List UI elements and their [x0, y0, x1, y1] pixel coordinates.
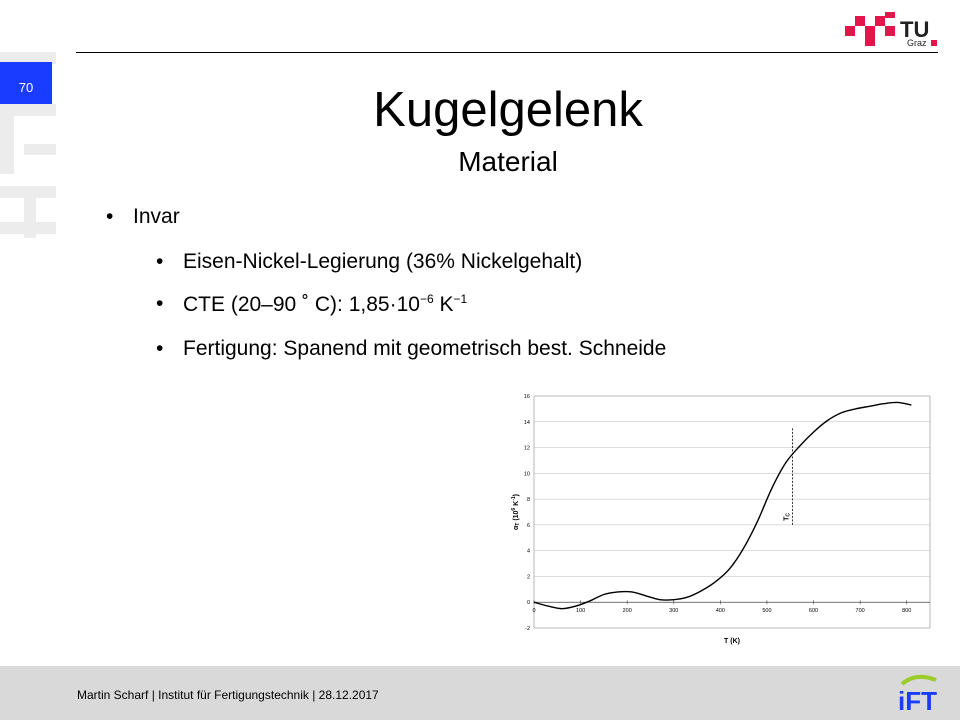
bullet-invar: • Invar: [106, 205, 180, 229]
ift-watermark: [0, 52, 56, 238]
bullet-text: Invar: [133, 205, 180, 228]
x-tick-label: 0: [532, 608, 535, 614]
y-tick-label: 12: [524, 446, 530, 452]
y-tick-label: 0: [527, 600, 530, 606]
x-tick-label: 700: [856, 608, 865, 614]
x-tick-label: 800: [902, 608, 911, 614]
bullet-alloy: • Eisen-Nickel-Legierung (36% Nickelgeha…: [156, 250, 583, 274]
x-tick-label: 400: [716, 608, 725, 614]
y-tick-label: 8: [527, 497, 530, 503]
bullet-text: Eisen-Nickel-Legierung (36% Nickelgehalt…: [183, 250, 583, 273]
cte-unit-exponent: −1: [453, 292, 468, 306]
tc-label: TC: [784, 513, 792, 521]
bullet-dot: •: [156, 250, 164, 273]
ift-logo-text: iFT: [898, 686, 937, 716]
ift-logo: iFT: [898, 674, 937, 716]
x-tick-label: 100: [576, 608, 585, 614]
bullet-dot: •: [106, 205, 114, 228]
page-number-badge: 70: [0, 62, 52, 104]
y-axis-label: αT (106 K-1): [511, 494, 521, 530]
footer-bar: Martin Scharf | Institut für Fertigungst…: [0, 666, 960, 720]
cte-chart: -2 0 2 4 6 8 10 12 14 16 0 100 200 300 400 500 600 700 800…: [511, 394, 931, 645]
header-rule: [76, 52, 938, 53]
bullet-text: Fertigung: Spanend mit geometrisch best.…: [183, 337, 667, 360]
x-tick-label: 300: [669, 608, 678, 614]
footer-text: Martin Scharf | Institut für Fertigungst…: [77, 688, 379, 702]
cte-unit: K: [433, 293, 454, 316]
y-tick-label: 6: [527, 523, 530, 529]
chart-ticks: -2 0 2 4 6 8 10 12 14 16 0 100 200 300 400 500 600 700 800: [524, 394, 911, 632]
slide-subtitle: Material: [458, 146, 558, 177]
plot-frame: [533, 395, 931, 629]
y-tick-label: 2: [527, 574, 530, 580]
cte-curve: [533, 401, 912, 610]
bullet-manufacturing: • Fertigung: Spanend mit geometrisch bes…: [156, 337, 667, 361]
x-tick-label: 500: [762, 608, 771, 614]
page-number: 70: [18, 80, 34, 95]
y-tick-label: -2: [525, 626, 530, 632]
tu-logo-text: TU: [900, 17, 929, 42]
y-tick-label: 16: [524, 394, 530, 400]
graz-logo-text: Graz: [907, 38, 927, 48]
slide-title: Kugelgelenk: [373, 83, 643, 137]
cte-text: CTE (20–90 ˚ C): 1,85·10: [183, 293, 420, 316]
y-tick-label: 14: [524, 420, 530, 426]
cte-exponent: −6: [419, 292, 434, 306]
bullet-dot: •: [156, 292, 164, 315]
y-tick-label: 4: [527, 549, 530, 555]
tu-graz-logo: TU Graz: [845, 12, 937, 48]
bullet-cte: • CTE (20–90 ˚ C): 1,85·10−6 K−1: [156, 292, 468, 317]
y-tick-label: 10: [524, 471, 530, 477]
x-tick-label: 600: [809, 608, 818, 614]
chart-grid: [533, 395, 931, 629]
bullet-dot: •: [156, 337, 164, 360]
x-tick-label: 200: [623, 608, 632, 614]
x-axis-label: T (K): [724, 638, 740, 645]
